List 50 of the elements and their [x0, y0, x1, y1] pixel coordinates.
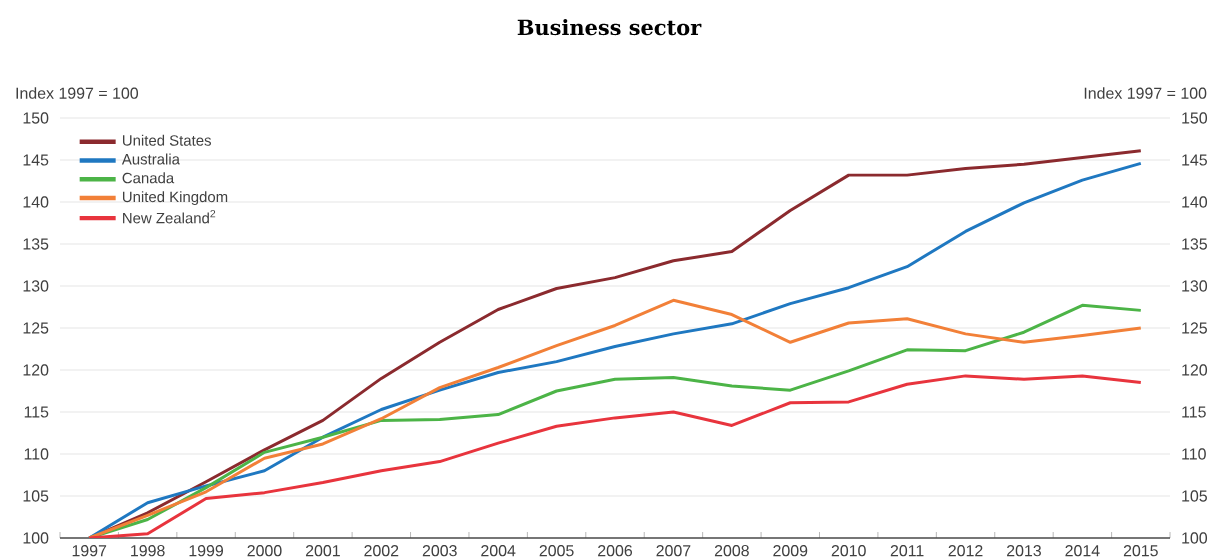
legend-label: United Kingdom [123, 191, 228, 206]
y-tick-label: 120 [23, 364, 49, 376]
x-tick-label: 2009 [773, 545, 808, 557]
line-series [87, 374, 1143, 539]
y2-tick-label: 100 [1182, 532, 1208, 544]
x-tick-label: 2000 [247, 545, 282, 557]
y2-tick-label: 150 [1182, 112, 1208, 124]
x-tick-label: 2015 [1123, 545, 1158, 557]
x-tick-label: 2010 [831, 545, 866, 557]
legend-label: United States [123, 134, 211, 146]
y-tick-label: 100 [23, 532, 49, 544]
y2-tick-label: 110 [1182, 448, 1206, 460]
y2-axis-title: Index 1997 = 100 [1084, 87, 1207, 99]
y-tick-label: 115 [24, 406, 49, 418]
x-tick-label: 1998 [131, 545, 165, 557]
x-tick-label: 2008 [714, 545, 749, 557]
y2-tick-label: 105 [1182, 490, 1207, 502]
legend-label: Australia [121, 153, 180, 165]
y-tick-label: 105 [23, 490, 49, 502]
y-axis-title: Index 1997 = 100 [16, 87, 139, 99]
y-tick-label: 135 [23, 238, 49, 250]
x-tick-label: 2006 [598, 545, 633, 557]
x-tick-label: 2002 [364, 545, 399, 557]
y2-tick-label: 120 [1182, 364, 1208, 376]
x-tick-label: 1997 [72, 545, 107, 557]
y-tick-label: 110 [24, 448, 49, 460]
x-tick-label: 2014 [1065, 545, 1100, 557]
y2-tick-label: 125 [1182, 322, 1207, 334]
y2-tick-label: 135 [1182, 238, 1207, 250]
x-tick-label: 2001 [305, 545, 340, 557]
x-tick-label: 2007 [656, 545, 691, 557]
x-tick-label: 1999 [189, 545, 224, 557]
x-tick-label: 2013 [1007, 545, 1041, 557]
y2-tick-label: 115 [1182, 406, 1206, 418]
y-tick-label: 150 [23, 112, 49, 124]
y2-tick-label: 130 [1182, 280, 1208, 292]
chart-title: Business sector [517, 19, 702, 36]
y2-tick-label: 145 [1182, 154, 1207, 166]
y-tick-label: 140 [23, 196, 49, 208]
y-tick-label: 130 [23, 280, 49, 292]
x-tick-label: 2003 [422, 545, 457, 557]
x-tick-label: 2012 [948, 545, 983, 557]
legend-label: New Zealand$^{2}$ [123, 209, 216, 224]
x-tick-label: 2005 [539, 545, 574, 557]
y-tick-label: 145 [23, 154, 49, 166]
y-tick-label: 125 [23, 322, 49, 334]
legend-label: Canada [122, 172, 175, 184]
x-tick-label: 2004 [481, 545, 516, 557]
y2-tick-label: 140 [1182, 196, 1208, 208]
x-tick-label: 2011 [890, 545, 924, 557]
